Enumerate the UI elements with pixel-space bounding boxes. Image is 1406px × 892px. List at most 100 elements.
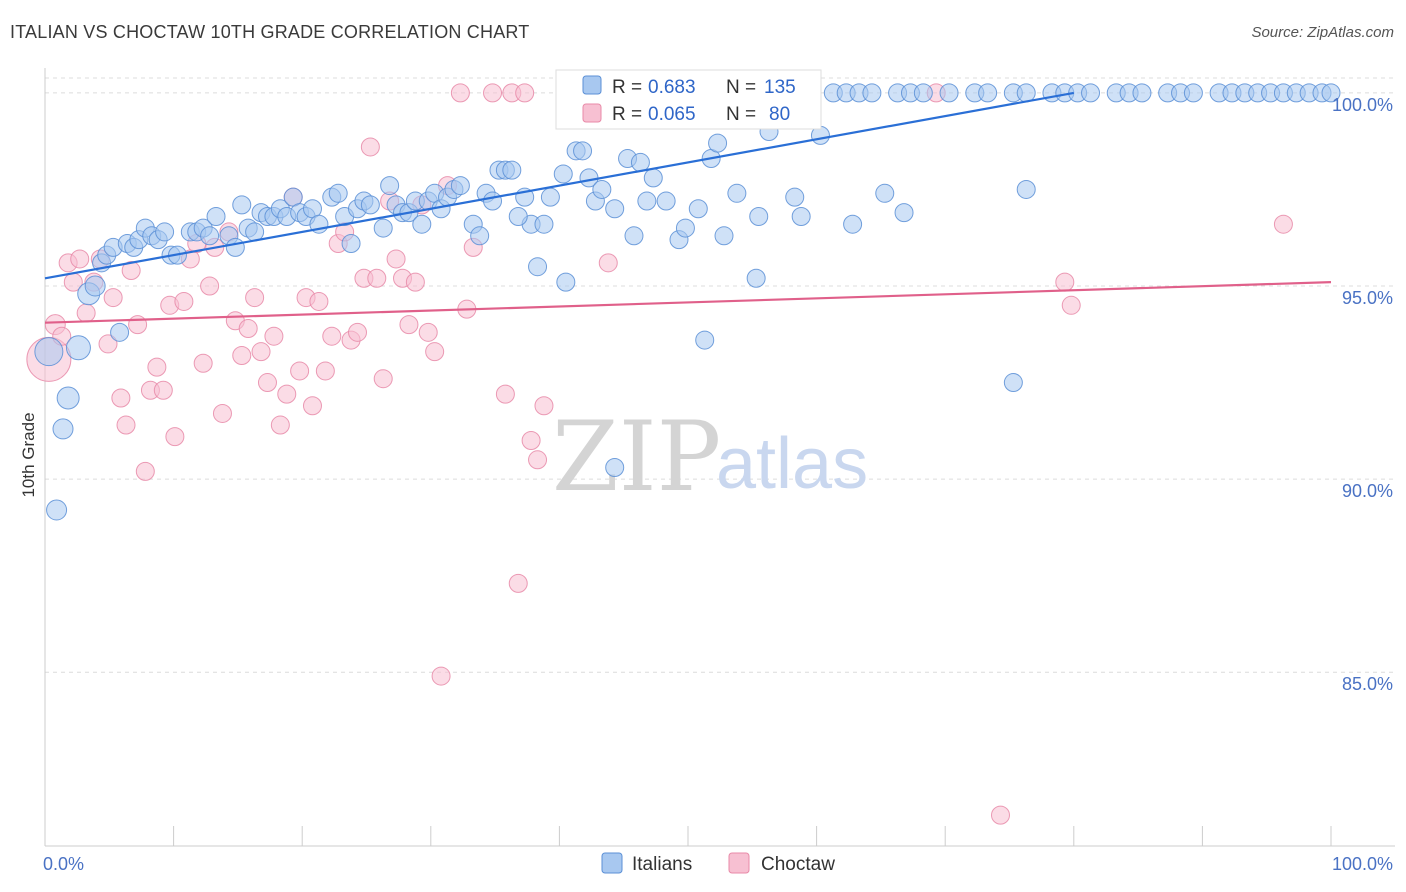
- choctaw-point: [135, 461, 155, 481]
- italians-point: [360, 195, 380, 215]
- italians-point: [1081, 83, 1101, 103]
- axes: [44, 68, 1395, 847]
- italians-point: [341, 234, 361, 254]
- choctaw-legend-label: Choctaw: [761, 854, 835, 875]
- choctaw-point: [990, 805, 1010, 825]
- choctaw-point: [405, 272, 425, 292]
- choctaw-point: [1273, 214, 1293, 234]
- italians-point: [573, 141, 593, 161]
- watermark: ZIP atlas: [552, 401, 868, 513]
- choctaw-point: [515, 83, 535, 103]
- choctaw-point: [290, 361, 310, 381]
- italians-r-label: R =: [612, 77, 642, 98]
- y-tick-label: 85.0%: [1342, 674, 1393, 694]
- choctaw-point: [399, 315, 419, 335]
- italians-point: [1183, 83, 1203, 103]
- italians-point: [502, 160, 522, 180]
- italians-point: [1016, 179, 1036, 199]
- choctaw-point: [116, 415, 136, 435]
- italians-point: [508, 206, 528, 226]
- choctaw-point: [528, 450, 548, 470]
- italians-point: [200, 226, 220, 246]
- choctaw-point: [245, 288, 265, 308]
- italians-point: [110, 322, 130, 342]
- italians-point: [245, 222, 265, 242]
- choctaw-point: [98, 334, 118, 354]
- y-tick-label: 100.0%: [1332, 95, 1393, 115]
- choctaw-point: [322, 326, 342, 346]
- italians-point: [540, 187, 560, 207]
- choctaw-point: [76, 303, 96, 323]
- watermark-zip: ZIP: [552, 401, 721, 513]
- italians-point: [206, 206, 226, 226]
- choctaw-point: [251, 342, 271, 362]
- choctaw-point: [232, 346, 252, 366]
- italians-point: [1016, 83, 1036, 103]
- italians-point: [749, 206, 769, 226]
- choctaw-point: [1055, 272, 1075, 292]
- italians-point: [624, 226, 644, 246]
- y-axis-title: 10th Grade: [19, 412, 38, 497]
- choctaw-point: [174, 291, 194, 311]
- italians-point: [84, 275, 106, 297]
- choctaw-point: [121, 261, 141, 281]
- italians-point: [695, 330, 715, 350]
- italians-point: [894, 203, 914, 223]
- stats-legend: R = 0.683 N = 135 R = 0.065 N = 80: [555, 69, 822, 130]
- italians-point: [656, 191, 676, 211]
- choctaw-point: [309, 291, 329, 311]
- choctaw-point: [128, 315, 148, 335]
- choctaw-point: [425, 342, 445, 362]
- italians-point: [637, 191, 657, 211]
- italians-point: [1003, 373, 1023, 393]
- choctaw-point: [277, 384, 297, 404]
- italians-point: [556, 272, 576, 292]
- choctaw-point: [302, 396, 322, 416]
- choctaw-point: [70, 249, 90, 269]
- choctaw-point: [521, 430, 541, 450]
- choctaw-swatch-icon: [582, 103, 602, 123]
- choctaw-point: [153, 380, 173, 400]
- italians-point: [412, 214, 432, 234]
- italians-point: [675, 218, 695, 238]
- italians-n-value: 135: [764, 77, 796, 98]
- choctaw-r-value: 0.065: [648, 104, 696, 125]
- italians-r-value: 0.683: [648, 77, 696, 98]
- italians-point: [592, 179, 612, 199]
- trend-lines: [44, 91, 1332, 324]
- choctaw-point: [431, 666, 451, 686]
- choctaw-point: [508, 573, 528, 593]
- choctaw-n-value: 80: [769, 104, 790, 125]
- italians-point: [52, 418, 74, 440]
- italians-point: [746, 268, 766, 288]
- y-tick-label: 90.0%: [1342, 481, 1393, 501]
- italians-point: [534, 214, 554, 234]
- choctaw-point: [264, 326, 284, 346]
- italians-point: [483, 191, 503, 211]
- italians-point: [56, 386, 80, 410]
- italians-point: [373, 218, 393, 238]
- choctaw-point: [360, 137, 380, 157]
- italians-point: [875, 183, 895, 203]
- choctaw-point: [386, 249, 406, 269]
- choctaw-r-label: R =: [612, 104, 642, 125]
- italians-point: [843, 214, 863, 234]
- choctaw-point: [165, 427, 185, 447]
- italians-point: [450, 176, 470, 196]
- x-tick-label-max: 100.0%: [1332, 854, 1393, 874]
- choctaw-point: [147, 357, 167, 377]
- y-tick-label: 95.0%: [1342, 288, 1393, 308]
- source-label: Source: ZipAtlas.com: [1251, 24, 1394, 41]
- italians-n-label: N =: [726, 77, 756, 98]
- series-legend: Italians Choctaw: [601, 852, 835, 875]
- italians-legend-icon: [601, 852, 623, 874]
- choctaw-point: [1061, 295, 1081, 315]
- italians-point: [605, 458, 625, 478]
- choctaw-point: [418, 322, 438, 342]
- italians-point: [470, 226, 490, 246]
- x-tick-labels: 0.0% 100.0%: [43, 854, 1393, 874]
- choctaw-point: [238, 318, 258, 338]
- italians-legend-label: Italians: [632, 854, 692, 875]
- italians-point: [34, 337, 64, 367]
